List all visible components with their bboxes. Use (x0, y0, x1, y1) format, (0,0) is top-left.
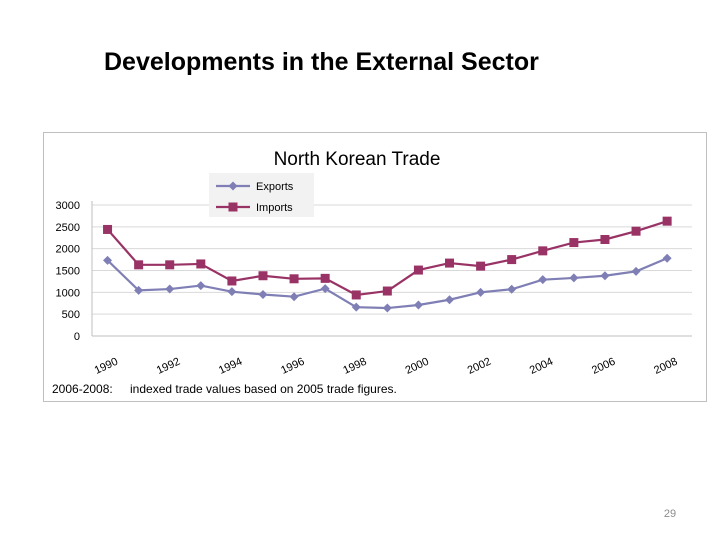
imports-point (196, 259, 206, 269)
x-tick-label: 1998 (341, 356, 368, 377)
x-tick-label: 1990 (93, 356, 120, 377)
exports-point (413, 300, 423, 310)
series-line-exports (106, 257, 668, 310)
exports-point (662, 253, 672, 263)
y-tick-label: 2500 (56, 222, 80, 234)
x-tick-label: 2000 (404, 356, 431, 377)
legend-box (209, 173, 314, 217)
imports-point (631, 226, 641, 236)
imports-point (538, 246, 548, 256)
imports-point (103, 224, 113, 234)
y-tick-label: 500 (62, 309, 80, 321)
slide-title: Developments in the External Sector (104, 48, 539, 76)
legend-label-exports: Exports (256, 181, 294, 193)
axis-layer: 0 500 1000 1500 2000 2500 3000 1990 1992 1994 1996… (56, 200, 692, 377)
exports-point (631, 266, 641, 276)
y-tick-label: 0 (74, 331, 80, 343)
exports-point (476, 287, 486, 297)
x-tick-label: 1996 (279, 356, 306, 377)
imports-point (227, 276, 237, 286)
exports-point (382, 303, 392, 313)
x-tick-label: 2006 (590, 356, 617, 377)
footnote-label: 2006-2008: (52, 382, 113, 396)
imports-point (569, 238, 579, 248)
exports-point (227, 287, 237, 297)
exports-point (103, 255, 113, 265)
exports-point (445, 295, 455, 305)
imports-point (476, 261, 486, 271)
exports-point (289, 292, 299, 302)
y-tick-label: 1500 (56, 266, 80, 278)
imports-point (445, 258, 455, 268)
exports-point (165, 284, 175, 294)
legend-label-imports: Imports (256, 202, 293, 214)
series-line-imports (106, 220, 668, 297)
imports-point (351, 290, 361, 300)
exports-point (134, 285, 144, 295)
y-tick-label: 2000 (56, 244, 80, 256)
exports-point (507, 284, 517, 294)
y-tick-label: 3000 (56, 200, 80, 212)
page-number: 29 (663, 508, 677, 520)
footnote-text: indexed trade values based on 2005 trade… (130, 382, 397, 396)
x-tick-label: 1994 (217, 356, 244, 377)
exports-point (351, 302, 361, 312)
imports-point (134, 260, 144, 270)
chart-title: North Korean Trade (274, 149, 441, 170)
legend-marker-exports (228, 181, 238, 191)
exports-point (569, 273, 579, 283)
imports-point (165, 260, 175, 270)
imports-point (600, 234, 610, 244)
imports-point (320, 273, 330, 283)
x-tick-label: 2008 (652, 356, 679, 377)
legend: Exports Imports (209, 173, 314, 217)
legend-marker-imports (228, 202, 238, 212)
exports-point (538, 275, 548, 285)
imports-point (413, 265, 423, 275)
imports-point (258, 271, 268, 281)
x-tick-label: 2004 (528, 356, 555, 377)
north-korean-trade-chart: North Korean Trade 0 500 1000 1500 2000 2500 3… (52, 149, 692, 396)
series-layer (103, 216, 672, 313)
x-tick-label: 2002 (466, 356, 493, 377)
grid-layer (92, 204, 692, 337)
exports-point (320, 284, 330, 294)
exports-point (258, 290, 268, 300)
exports-point (196, 281, 206, 291)
exports-point (600, 271, 610, 281)
chart-frame: North Korean Trade 0 500 1000 1500 2000 2500 3… (43, 132, 707, 402)
imports-point (662, 216, 672, 226)
imports-point (507, 255, 517, 265)
imports-point (289, 274, 299, 284)
y-tick-label: 1000 (56, 287, 80, 299)
imports-point (382, 286, 392, 296)
x-tick-label: 1992 (155, 356, 182, 377)
